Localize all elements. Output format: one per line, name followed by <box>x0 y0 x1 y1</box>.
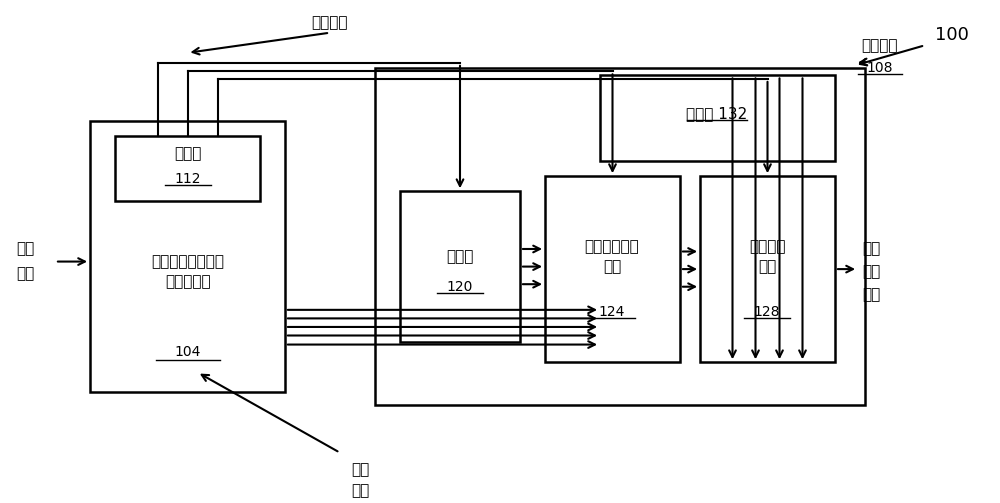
Bar <box>700 176 835 362</box>
Text: 100: 100 <box>935 26 969 44</box>
Text: 信号: 信号 <box>862 287 880 302</box>
Text: 控制器: 控制器 <box>174 146 202 161</box>
Text: 控制信号: 控制信号 <box>312 15 348 30</box>
Text: 104: 104 <box>175 345 201 359</box>
Text: 可重配置光学: 可重配置光学 <box>585 239 639 254</box>
Text: 112: 112 <box>175 172 201 186</box>
Text: 128: 128 <box>754 305 780 319</box>
Bar <box>545 176 680 362</box>
Text: 基带处理器和调制: 基带处理器和调制 <box>152 254 224 269</box>
Bar <box>375 68 865 405</box>
Bar <box>400 191 520 342</box>
Text: 光学模块: 光学模块 <box>862 38 898 53</box>
Bar <box>600 75 835 161</box>
Text: 传输: 传输 <box>16 241 34 257</box>
Text: 驱动器 132: 驱动器 132 <box>686 106 748 121</box>
Bar <box>90 121 285 392</box>
Text: 数据: 数据 <box>16 267 34 282</box>
Text: 系统: 系统 <box>758 259 776 274</box>
Text: 网络: 网络 <box>603 259 621 274</box>
Text: 124: 124 <box>599 305 625 319</box>
Text: 108: 108 <box>867 61 893 75</box>
Bar <box>115 136 260 201</box>
Text: 传输: 传输 <box>862 264 880 279</box>
Text: 光学调制: 光学调制 <box>749 239 785 254</box>
Text: 调制
信号: 调制 信号 <box>351 462 369 498</box>
Text: 120: 120 <box>447 280 473 294</box>
Text: 信号发生器: 信号发生器 <box>165 274 211 289</box>
Text: 激光器: 激光器 <box>446 249 474 264</box>
Text: 光学: 光学 <box>862 241 880 257</box>
